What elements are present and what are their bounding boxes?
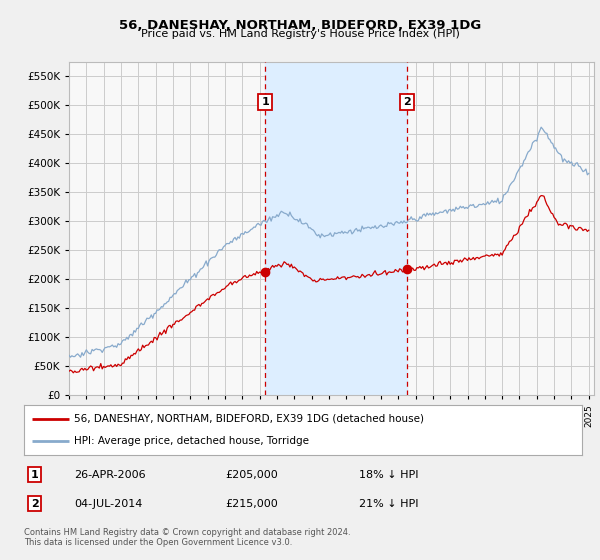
Text: 1: 1	[31, 470, 38, 480]
Text: 2: 2	[403, 97, 411, 107]
Text: Contains HM Land Registry data © Crown copyright and database right 2024.
This d: Contains HM Land Registry data © Crown c…	[24, 528, 350, 547]
Text: 1: 1	[261, 97, 269, 107]
Text: 56, DANESHAY, NORTHAM, BIDEFORD, EX39 1DG (detached house): 56, DANESHAY, NORTHAM, BIDEFORD, EX39 1D…	[74, 414, 424, 424]
Text: 18% ↓ HPI: 18% ↓ HPI	[359, 470, 418, 480]
Text: HPI: Average price, detached house, Torridge: HPI: Average price, detached house, Torr…	[74, 436, 309, 446]
Text: £215,000: £215,000	[225, 498, 278, 508]
Text: 21% ↓ HPI: 21% ↓ HPI	[359, 498, 418, 508]
Bar	[265, 62, 407, 395]
Text: 26-APR-2006: 26-APR-2006	[74, 470, 146, 480]
Text: 04-JUL-2014: 04-JUL-2014	[74, 498, 143, 508]
Text: £205,000: £205,000	[225, 470, 278, 480]
Text: Price paid vs. HM Land Registry's House Price Index (HPI): Price paid vs. HM Land Registry's House …	[140, 29, 460, 39]
Text: 2: 2	[31, 498, 38, 508]
Text: 56, DANESHAY, NORTHAM, BIDEFORD, EX39 1DG: 56, DANESHAY, NORTHAM, BIDEFORD, EX39 1D…	[119, 19, 481, 32]
